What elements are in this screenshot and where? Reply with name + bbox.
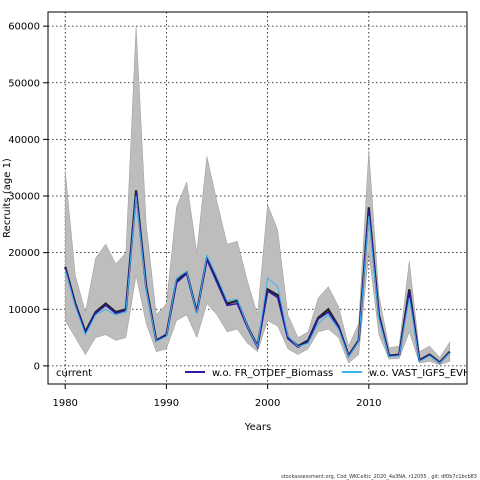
x-tick-label: 1980 [52, 398, 77, 409]
x-tick-label: 1990 [154, 398, 179, 409]
confidence-band [64, 26, 451, 365]
y-tick-label: 50000 [8, 78, 40, 89]
y-tick-label: 40000 [8, 135, 40, 146]
footer-text: stockassessment.org, Cod_WKCeltic_2020_4… [281, 474, 477, 480]
x-tick-label: 2010 [356, 398, 381, 409]
x-axis: 1980 1990 2000 2010 [52, 384, 382, 409]
y-tick-label: 20000 [8, 248, 40, 259]
y-tick-label: 10000 [8, 305, 40, 316]
y-tick-label: 0 [34, 361, 40, 372]
x-tick-label: 2000 [255, 398, 280, 409]
y-tick-label: 30000 [8, 192, 40, 203]
y-tick-label: 60000 [8, 22, 40, 33]
legend: current w.o. FR_OTDEF_Biomass w.o. VAST_IG… [56, 368, 480, 379]
y-axis-label: Recruits (age 1) [2, 158, 13, 238]
legend-label: w.o. FR_OTDEF_Biomass [212, 368, 333, 379]
legend-label: current [56, 368, 92, 379]
grid [48, 12, 467, 384]
plot-frame [47, 11, 468, 385]
x-axis-label: Years [244, 422, 271, 433]
legend-label: w.o. VAST_IGFS_EVHOE_Biomass [369, 368, 480, 379]
y-axis: 0 10000 20000 30000 40000 50000 60000 [8, 22, 48, 372]
series-line [64, 195, 451, 364]
series-lines [64, 190, 451, 365]
